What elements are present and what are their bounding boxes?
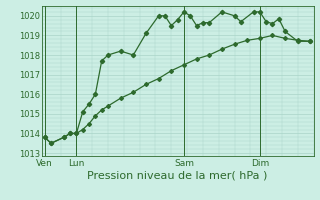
X-axis label: Pression niveau de la mer( hPa ): Pression niveau de la mer( hPa )	[87, 171, 268, 181]
